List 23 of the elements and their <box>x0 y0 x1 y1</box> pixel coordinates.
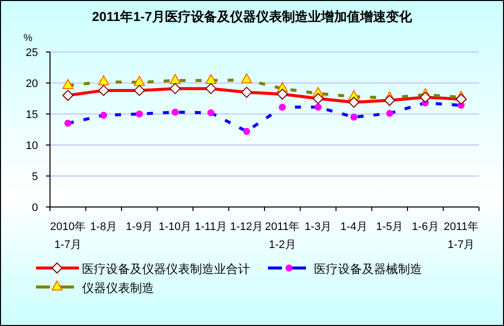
x-tick-label: 2011年 1-7月 <box>444 221 478 251</box>
x-tick-label: 2010年 1-7月 <box>50 221 86 251</box>
x-tick-label: 1-4月 <box>340 221 368 233</box>
y-tick-label: 20 <box>26 78 38 90</box>
x-tick-label: 1-11月 <box>194 221 227 233</box>
y-tick-label: 0 <box>32 202 38 214</box>
y-tick-label: 10 <box>26 140 38 152</box>
chart-title: 2011年1-7月医疗设备及仪器仪表制造业增加值增速变化 <box>92 9 413 24</box>
x-tick-label: 1-8月 <box>90 221 118 233</box>
x-tick-label: 1-6月 <box>412 221 439 233</box>
y-axis-title: % <box>24 33 33 44</box>
x-tick-label: 1-12月 <box>230 221 264 233</box>
x-tick-label: 1-9月 <box>126 221 153 233</box>
y-tick-label: 5 <box>32 171 38 183</box>
y-tick-label: 25 <box>26 47 38 59</box>
y-tick-label: 15 <box>26 109 38 121</box>
x-tick-label: 1-3月 <box>304 221 332 233</box>
x-tick-label: 1-10月 <box>158 221 192 233</box>
legend-label: 医疗设备及器械制造 <box>314 262 422 276</box>
x-tick-label: 2011年 1-2月 <box>265 221 300 251</box>
legend-label: 仪器仪表制造 <box>82 281 154 295</box>
legend-label: 医疗设备及仪器仪表制造业合计 <box>82 262 250 276</box>
x-tick-label: 1-5月 <box>376 221 404 233</box>
